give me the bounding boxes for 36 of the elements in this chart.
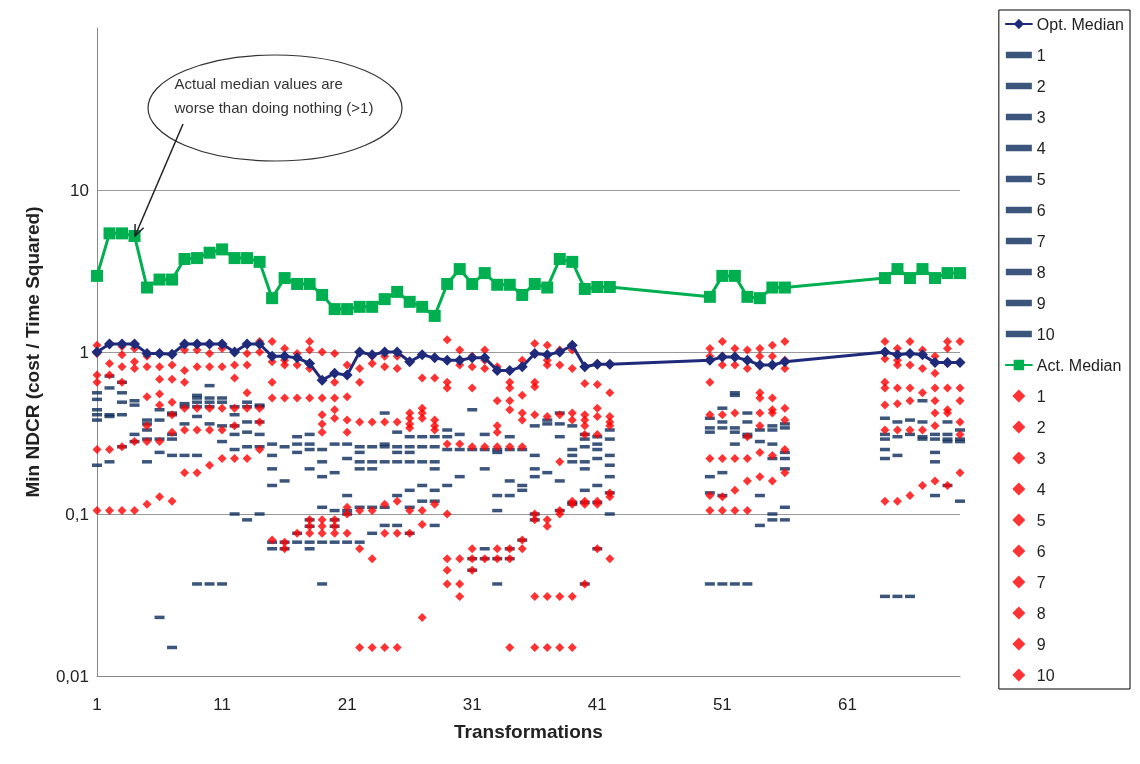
legend-label: 4 <box>1036 139 1046 157</box>
legend-label: 6 <box>1036 201 1046 219</box>
x-tick-label: 21 <box>337 695 357 714</box>
legend-label: 3 <box>1036 108 1046 126</box>
legend-label: 9 <box>1036 294 1046 312</box>
legend-label: 8 <box>1036 604 1046 622</box>
y-axis-title: Min NDCR (cost / Time Squared) <box>22 206 43 498</box>
x-tick-label: 1 <box>92 695 102 714</box>
x-tick-label: 51 <box>712 695 732 714</box>
x-tick-label: 61 <box>837 695 857 714</box>
legend-label: Opt. Median <box>1036 15 1124 33</box>
legend-label: 10 <box>1036 325 1055 343</box>
x-tick-label: 31 <box>462 695 482 714</box>
legend-label: Act. Median <box>1036 356 1122 374</box>
legend-label: 2 <box>1036 418 1046 436</box>
legend-label: 10 <box>1036 666 1055 684</box>
legend-label: 6 <box>1036 542 1046 560</box>
y-tick-label: 1 <box>79 342 89 362</box>
legend-label: 9 <box>1036 635 1046 653</box>
x-tick-label: 11 <box>213 695 231 714</box>
legend-label: 5 <box>1036 170 1046 188</box>
legend-label: 4 <box>1036 480 1046 498</box>
legend-label: 5 <box>1036 511 1046 529</box>
y-tick-label: 10 <box>70 180 89 200</box>
legend-label: 8 <box>1036 263 1046 281</box>
legend-label: 3 <box>1036 449 1046 467</box>
legend-label: 7 <box>1036 232 1046 250</box>
legend-label: 1 <box>1036 46 1046 64</box>
legend-label: 2 <box>1036 77 1046 95</box>
legend-label: 1 <box>1036 387 1046 405</box>
x-axis-title: Transformations <box>454 721 603 742</box>
annotation: Actual median values are worse than doing nothing (>1) <box>174 74 375 118</box>
legend-label: 7 <box>1036 573 1046 591</box>
y-tick-label: 0,01 <box>55 666 89 686</box>
y-tick-label: 0,1 <box>65 504 89 524</box>
x-tick-label: 41 <box>587 695 607 714</box>
